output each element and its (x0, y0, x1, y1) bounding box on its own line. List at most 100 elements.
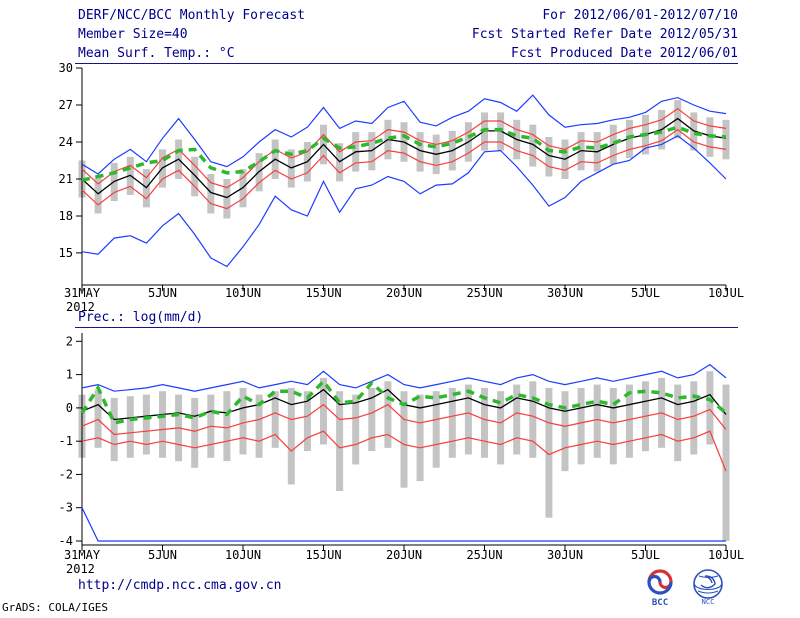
ensemble-spread-bar (561, 391, 569, 472)
series-climatology-dashed (80, 378, 728, 425)
x-tick-label: 10JUN (225, 548, 261, 562)
ensemble-spread-bar (545, 387, 553, 518)
produced-date-label: Fcst Produced Date 2012/06/01 (511, 46, 738, 61)
ensemble-spread-bar (271, 391, 279, 448)
ensemble-spread-bar (481, 387, 488, 458)
ensemble-spread-bar (674, 384, 682, 462)
ensemble-spread-bar (191, 397, 199, 468)
ensemble-spread-bar (223, 391, 231, 462)
ensemble-spread-bar (690, 381, 698, 455)
ensemble-spread-bar (432, 391, 440, 468)
x-tick-label: 20JUN (386, 286, 422, 300)
series-ensemble-max (81, 94, 727, 175)
x-tick-label: 31MAY (64, 548, 101, 562)
ensemble-spread-bar (706, 371, 714, 445)
temperature-plot: 30 27 24 21 18 15 31MAY 5JUN 10JUN 15JUN 20JUN 25JU… (59, 61, 745, 314)
ncc-logo-swirl (700, 575, 716, 589)
x-tick-label: 31MAY (64, 286, 101, 300)
y-tick-label: 27 (59, 98, 73, 112)
y-tick-label: 0 (66, 401, 73, 415)
series-ensemble-min (81, 135, 727, 268)
ensemble-spread-bar (142, 394, 150, 455)
bcc-logo: BCC (647, 569, 673, 608)
ensemble-spread-bar (110, 397, 118, 462)
ncc-logo: NCC (693, 569, 723, 606)
ensemble-spread-bar (159, 391, 166, 458)
refer-date-label: Fcst Started Refer Date 2012/05/31 (471, 27, 738, 42)
ensemble-spread-bar (529, 124, 537, 167)
ensemble-spread-bar (94, 389, 102, 448)
x-tick-label: 5JUL (631, 286, 660, 300)
x-tick-label: 25JUN (466, 286, 502, 300)
ensemble-spread-bar (529, 381, 537, 458)
ensemble-spread-bar (320, 377, 327, 445)
y-tick-label: 15 (59, 246, 73, 260)
ensemble-spread-bar (448, 387, 456, 458)
header-divider (75, 63, 738, 64)
x-tick-label: 25JUN (466, 548, 502, 562)
ensemble-spread-bar (191, 156, 199, 197)
series-upper-quartile (81, 107, 727, 189)
bcc-logo-blue-swirl (647, 574, 673, 595)
bcc-logo-text: BCC (652, 598, 668, 608)
grads-stamp: GrADS: COLA/IGES (2, 601, 108, 614)
x-tick-label: 15JUN (305, 286, 341, 300)
y-tick-label: 2 (66, 334, 73, 348)
page-title: DERF/NCC/BCC Monthly Forecast (78, 8, 305, 23)
y-tick-label: 21 (59, 172, 73, 186)
series-lower-quartile (81, 128, 727, 210)
temp-chart-title: Mean Surf. Temp.: °C (78, 46, 235, 61)
ensemble-spread-bar (593, 384, 601, 458)
y-tick-label: 1 (66, 368, 73, 382)
ensemble-spread-bar (287, 387, 295, 485)
x-tick-label: 10JUL (708, 286, 744, 300)
ncc-logo-text: NCC (702, 598, 715, 606)
x-tick-label: 15JUN (305, 548, 341, 562)
bcc-logo-red-swirl (647, 569, 673, 590)
ensemble-spread-bar (497, 391, 505, 465)
x-tick-label: 5JUL (631, 548, 660, 562)
ensemble-spread-bar (223, 179, 231, 219)
ensemble-spread-bar (609, 387, 617, 465)
series-upper-quartile (81, 403, 727, 436)
x-axis-year-label: 2012 (66, 300, 95, 314)
y-tick-label: 18 (59, 209, 73, 223)
member-size-label: Member Size=40 (78, 27, 188, 42)
ensemble-spread-bar (303, 391, 311, 452)
x-tick-label: 10JUL (708, 548, 744, 562)
x-tick-label: 5JUN (148, 548, 177, 562)
x-tick-label: 20JUN (386, 548, 422, 562)
ensemble-spread-bar (126, 396, 134, 458)
ensemble-spread-bar (625, 384, 633, 458)
ensemble-spread-bar (384, 381, 392, 448)
ncc-logo-lat-line (693, 583, 723, 591)
ensemble-spread-bar (577, 387, 585, 465)
ensemble-spread-bar (352, 394, 360, 465)
prec-chart-title: Prec.: log(mm/d) (78, 310, 204, 325)
x-tick-label: 30JUN (547, 286, 583, 300)
y-tick-label: -3 (59, 501, 73, 515)
series-ensemble-min (81, 507, 726, 542)
x-tick-label: 30JUN (547, 548, 583, 562)
x-axis-year-label: 2012 (66, 562, 95, 576)
forecast-range-label: For 2012/06/01-2012/07/10 (542, 8, 738, 23)
series-climatology-dashed (81, 125, 727, 182)
ncc-logo-ring (693, 569, 723, 599)
x-tick-label: 5JUN (148, 286, 177, 300)
source-url: http://cmdp.ncc.cma.gov.cn (78, 578, 282, 593)
x-tick-label: 10JUN (225, 286, 261, 300)
y-tick-label: -2 (59, 467, 73, 481)
ensemble-spread-bar (400, 391, 408, 488)
y-tick-label: 24 (59, 135, 73, 149)
ensemble-spread-bar (464, 384, 472, 455)
ensemble-spread-bar (416, 394, 424, 482)
series-ensemble-max (81, 363, 727, 392)
ensemble-spread-bar (722, 119, 730, 160)
y-tick-label: -4 (59, 534, 73, 548)
series-lower-quartile (81, 430, 727, 472)
ensemble-spread-bar (207, 174, 215, 214)
ensemble-spread-bar (416, 132, 424, 172)
